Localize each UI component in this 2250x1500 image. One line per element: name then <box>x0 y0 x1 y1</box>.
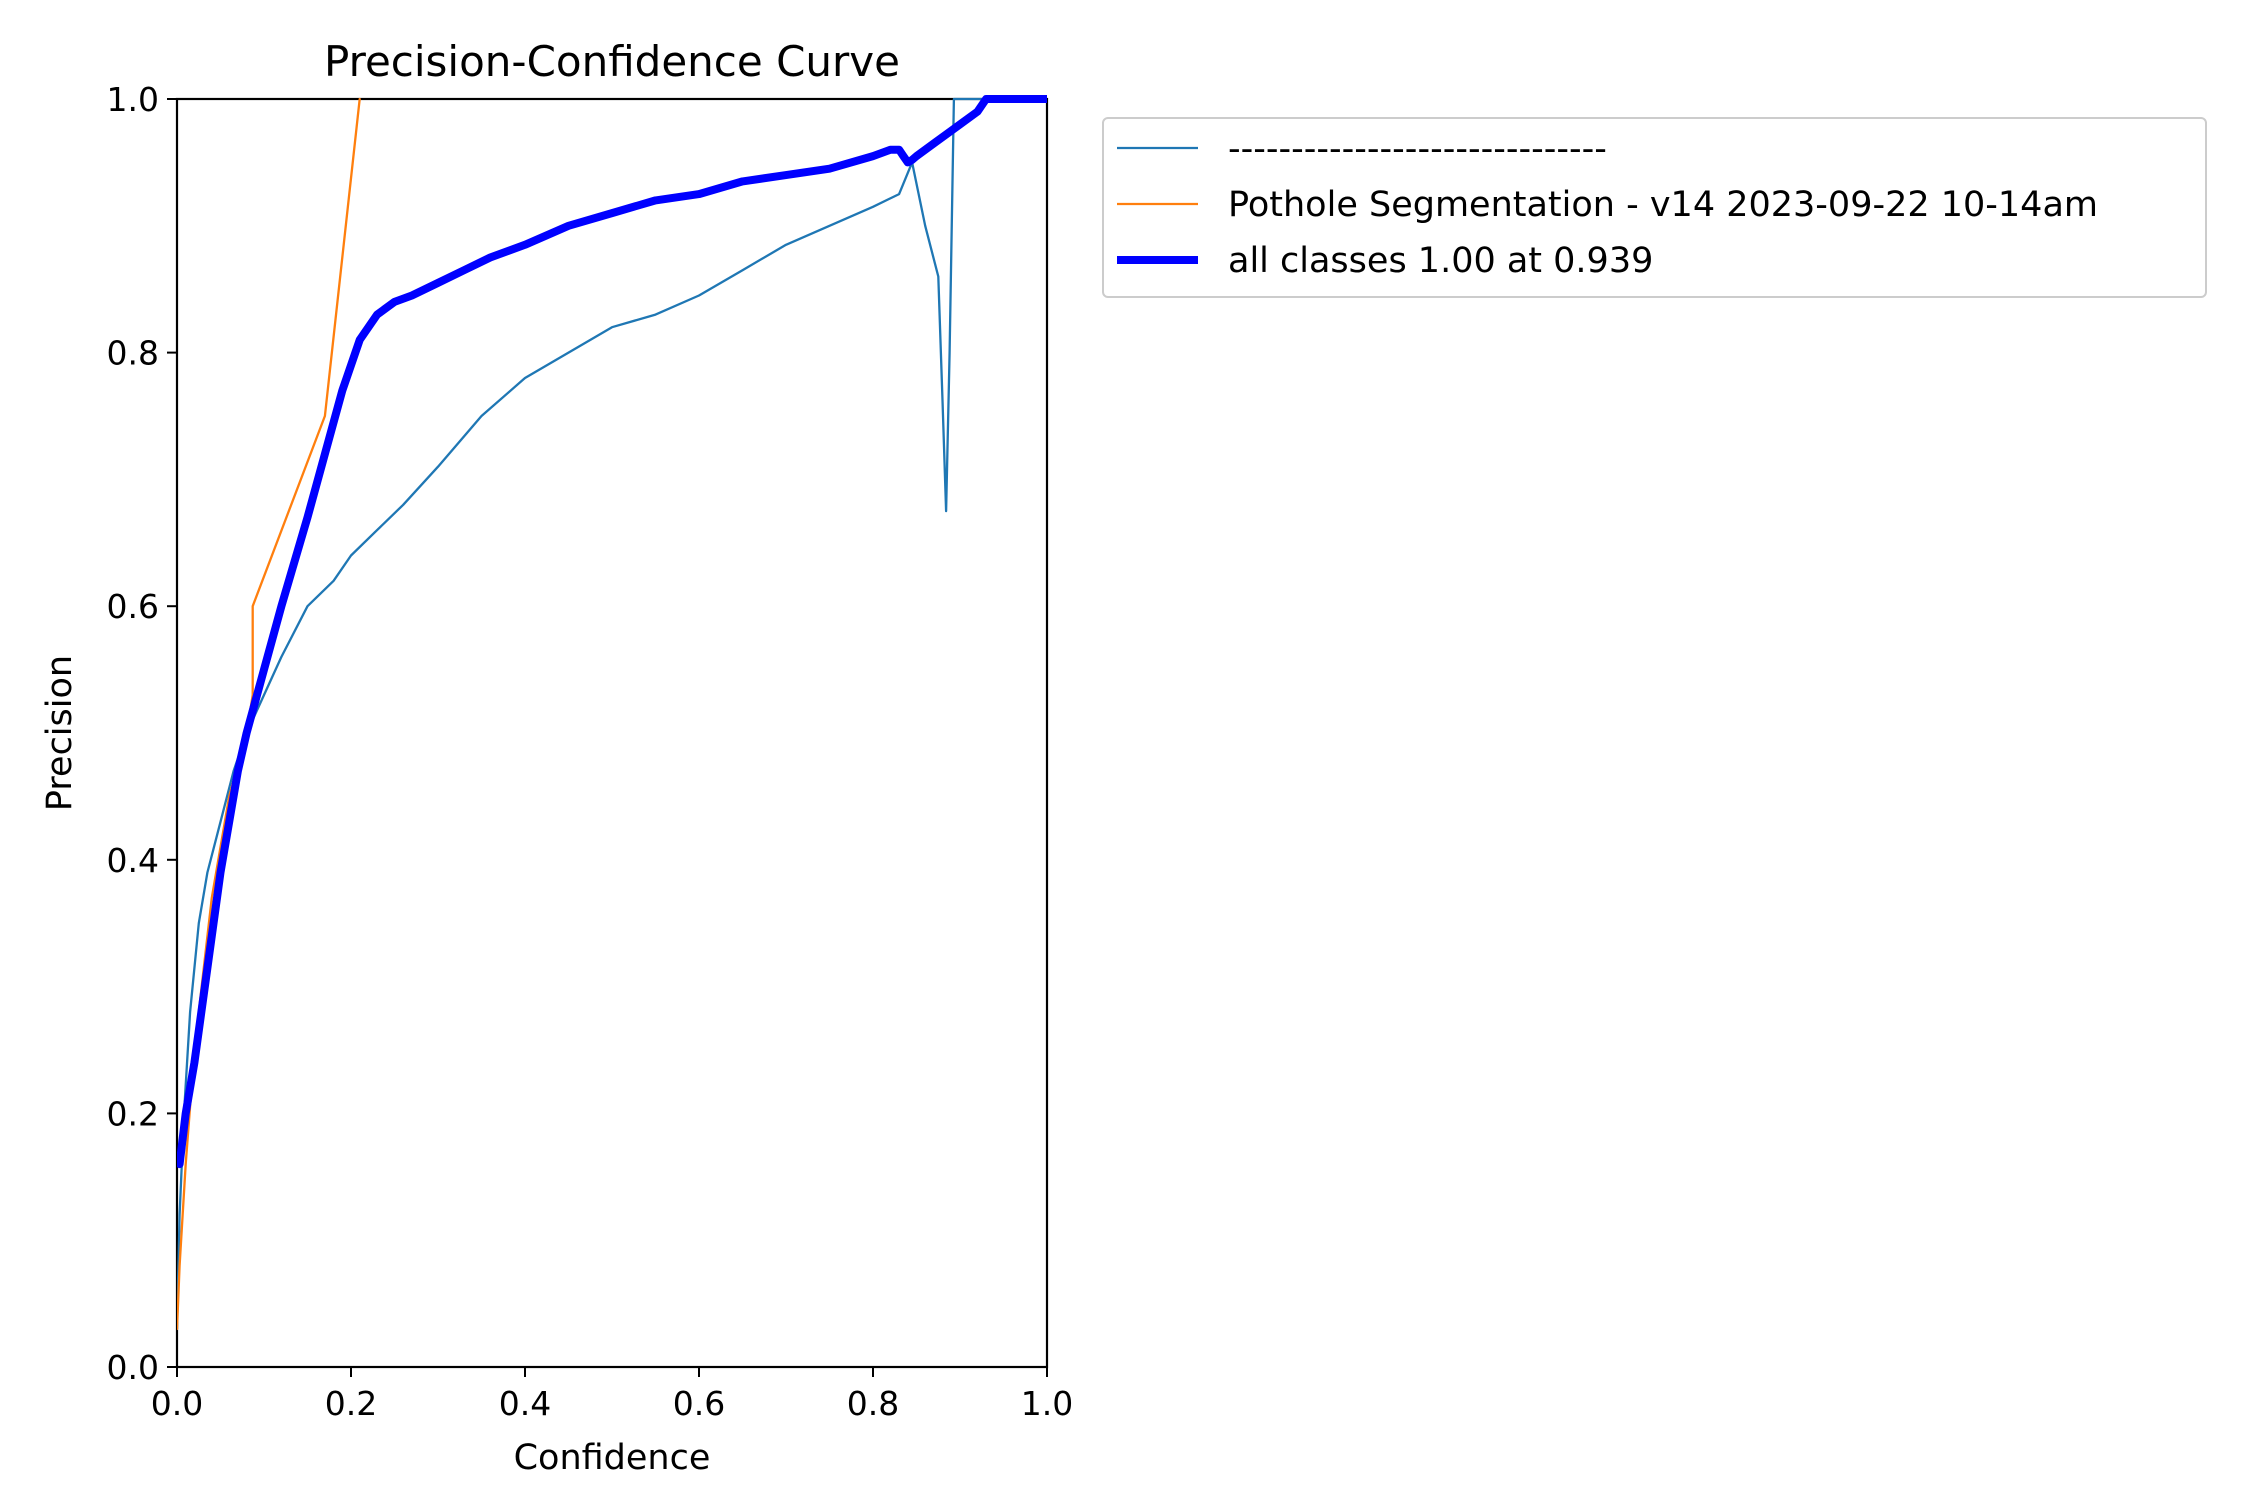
y-tick-label: 0.0 <box>107 1348 159 1387</box>
y-tick-label: 0.6 <box>107 587 159 626</box>
plot-frame <box>175 97 1049 1369</box>
x-tick-label: 0.4 <box>499 1384 551 1423</box>
y-axis-label: Precision <box>40 655 80 811</box>
legend-entry-2: Pothole Segmentation - v14 2023-09-22 10… <box>1117 185 2098 225</box>
plot-area <box>175 95 1049 1369</box>
x-tick-label: 0.8 <box>847 1384 899 1423</box>
x-axis-label: Confidence <box>514 1438 711 1478</box>
x-tick-label: 0.0 <box>151 1384 203 1423</box>
chart-title: Precision-Confidence Curve <box>324 37 900 86</box>
y-tick-label: 0.8 <box>107 334 159 373</box>
x-axis-ticks: 0.0 0.2 0.4 0.6 0.8 1.0 <box>151 1367 1073 1423</box>
x-tick-label: 0.2 <box>325 1384 377 1423</box>
y-tick-label: 0.2 <box>107 1094 159 1133</box>
y-tick-label: 1.0 <box>107 80 159 119</box>
legend-label-2: Pothole Segmentation - v14 2023-09-22 10… <box>1228 185 2098 225</box>
legend-entry-3: all classes 1.00 at 0.939 <box>1117 241 1653 281</box>
y-tick-label: 0.4 <box>107 841 159 880</box>
series-line-3 <box>177 95 1047 1169</box>
x-tick-label: 0.6 <box>673 1384 725 1423</box>
legend-entry-1: ------------------------------ <box>1117 129 1607 169</box>
legend-label-3: all classes 1.00 at 0.939 <box>1228 241 1653 281</box>
series-layer <box>177 95 1047 1331</box>
legend-frame <box>1102 117 2207 298</box>
legend-label-1: ------------------------------ <box>1228 129 1607 169</box>
series-line-1 <box>177 97 1047 1331</box>
legend: ------------------------------ Pothole S… <box>1102 117 2207 298</box>
series-line-2 <box>177 97 361 1331</box>
y-axis-ticks: 0.0 0.2 0.4 0.6 0.8 1.0 <box>107 80 177 1387</box>
x-tick-label: 1.0 <box>1021 1384 1073 1423</box>
